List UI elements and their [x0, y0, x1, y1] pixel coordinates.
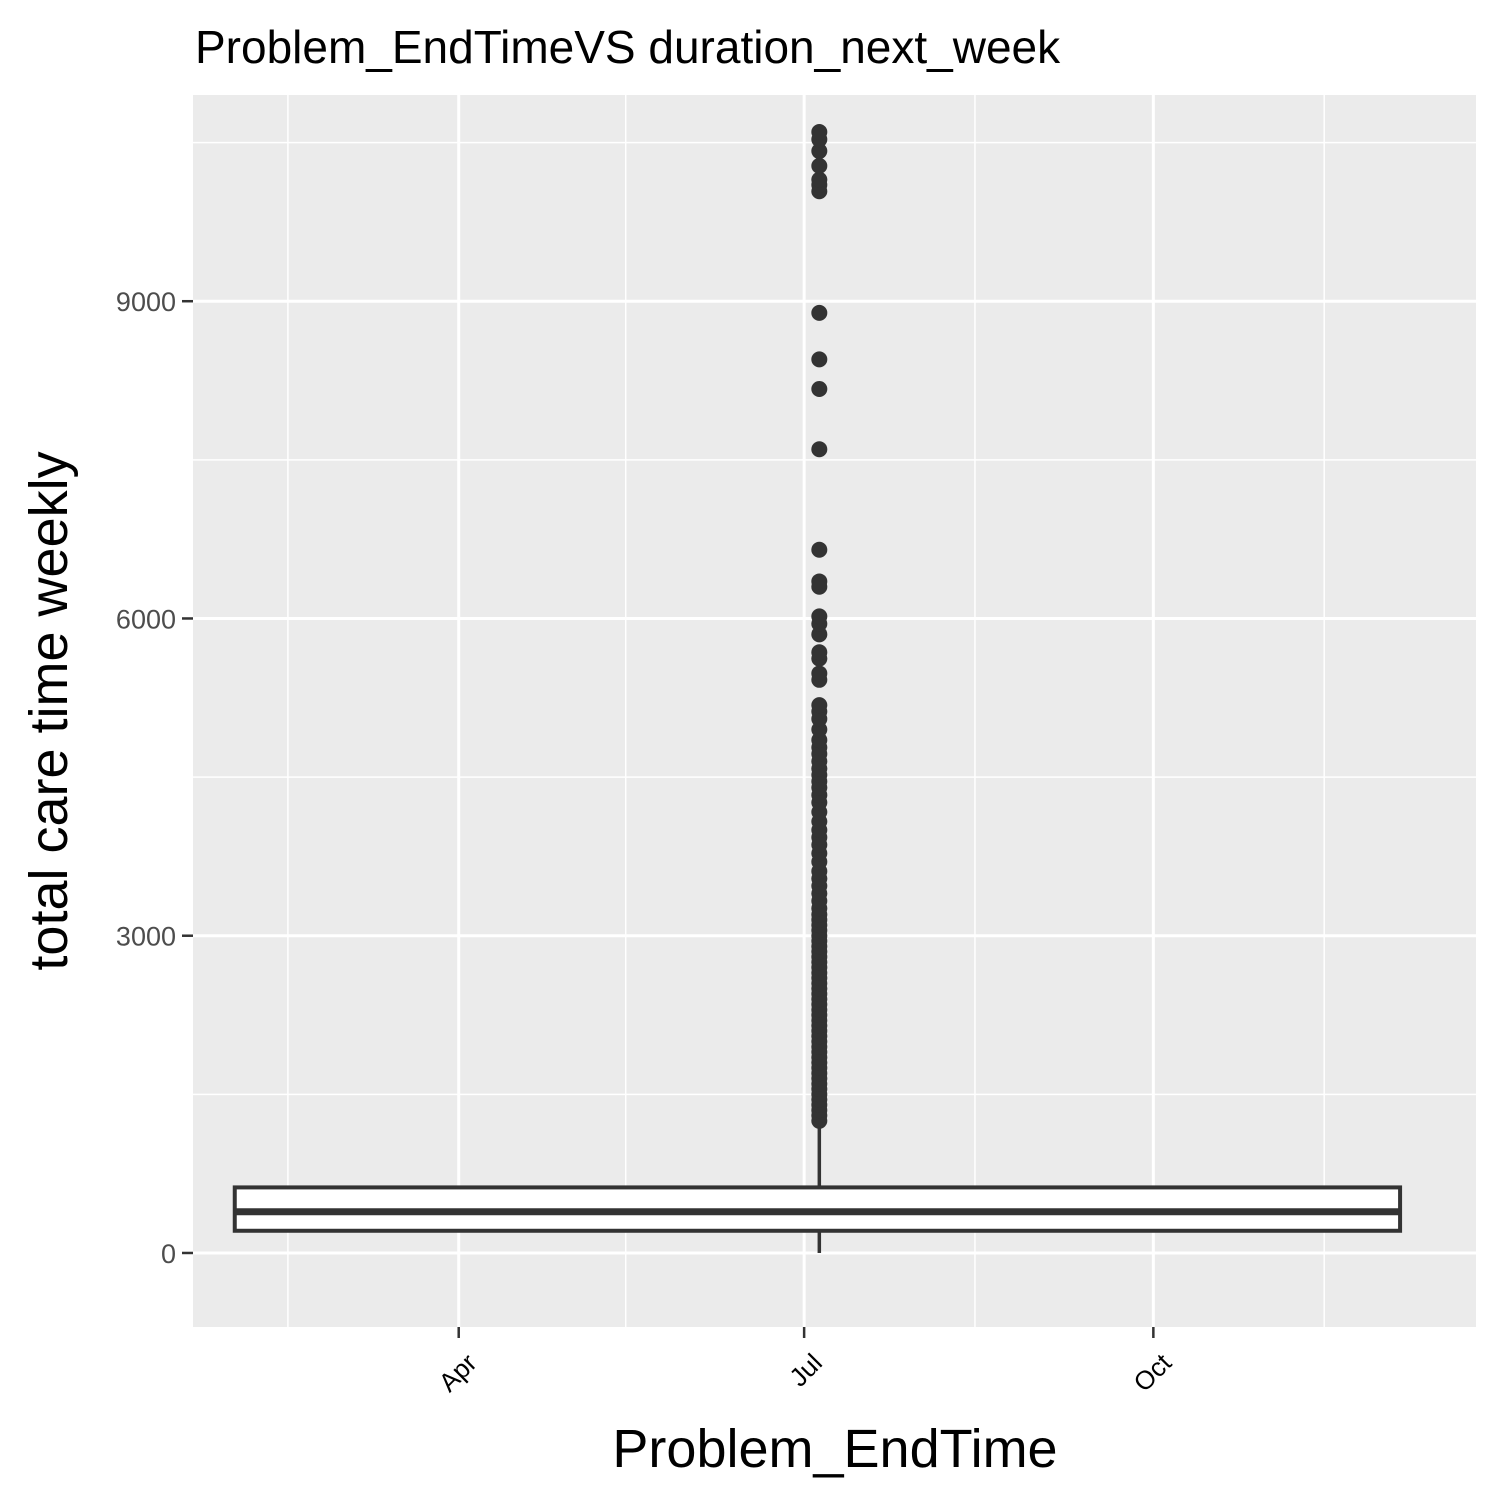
outlier-point: [811, 573, 828, 590]
y-tick-label: 6000: [116, 604, 176, 634]
x-axis-title: Problem_EndTime: [612, 1419, 1057, 1479]
outlier-point: [811, 697, 828, 714]
outlier-point: [811, 171, 828, 188]
outlier-point: [811, 541, 828, 558]
outlier-point: [811, 608, 828, 625]
y-axis: 0 3000 6000 9000: [116, 287, 193, 1269]
chart-title: Problem_EndTimeVS duration_next_week: [195, 21, 1061, 73]
outlier-point: [811, 157, 828, 174]
y-tick-label: 9000: [116, 287, 176, 317]
outlier-point: [811, 665, 828, 682]
boxplot-marks: [232, 124, 1403, 1253]
outlier-point: [811, 304, 828, 321]
x-tick-label: Oct: [1127, 1347, 1177, 1397]
x-tick-label: Apr: [433, 1347, 483, 1397]
x-tick-label: Jul: [783, 1348, 828, 1393]
outlier-point: [811, 124, 828, 141]
y-tick-label: 3000: [116, 922, 176, 952]
outlier-point: [811, 143, 828, 160]
y-axis-title: total care time weekly: [19, 451, 79, 970]
outlier-point: [811, 644, 828, 661]
outlier-point: [811, 380, 828, 397]
outlier-point: [811, 351, 828, 368]
major-gridlines: [193, 95, 1476, 1327]
outlier-point: [811, 441, 828, 458]
x-axis: Apr Jul Oct: [433, 1327, 1178, 1397]
y-tick-label: 0: [161, 1239, 176, 1269]
plot-panel: [193, 95, 1476, 1327]
